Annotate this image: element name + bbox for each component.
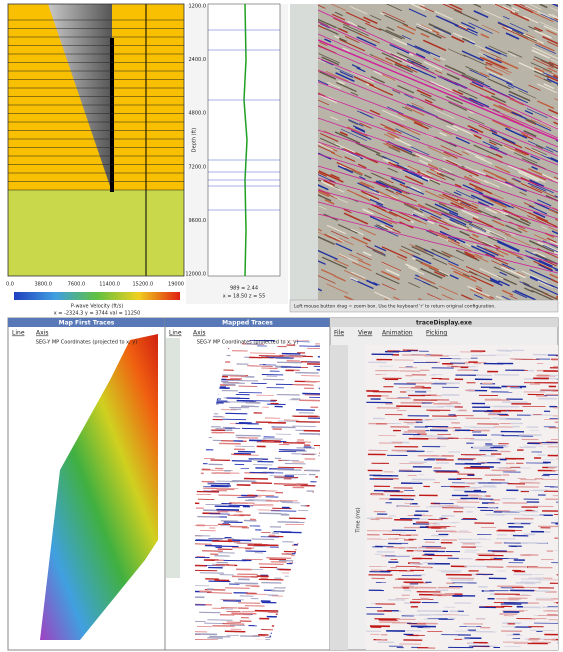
axis-label: Time (ms) — [356, 507, 362, 533]
reflector — [279, 450, 305, 451]
colorbar — [14, 292, 180, 300]
y-tick-label: 4800.0 — [189, 111, 207, 117]
y-tick-label: 7200.0 — [189, 164, 207, 170]
reflector — [207, 620, 232, 621]
menu-item[interactable]: View — [358, 330, 372, 337]
reflector — [269, 358, 294, 359]
readout: x = 18.50 z = 55 — [223, 294, 266, 300]
y-axis-label: Depth (ft) — [192, 128, 198, 152]
toolbar — [290, 4, 318, 312]
x-tick-label: 0.0 — [6, 282, 14, 288]
x-tick-label: 19000 — [168, 282, 184, 288]
y-tick-label: 12000.0 — [185, 272, 206, 278]
menu-item[interactable]: Picking — [426, 330, 447, 337]
well — [110, 38, 114, 192]
y-tick-label: 9600.0 — [189, 218, 207, 224]
reflector — [271, 511, 296, 512]
window-subtitle: SEG-Y MP Coordinates (projected to x, y) — [197, 340, 298, 346]
status-text: Left mouse button drag = zoom box. Use t… — [294, 304, 496, 310]
toolbar — [166, 338, 180, 578]
menu-item[interactable]: Axis — [36, 330, 48, 337]
x-tick-label: 7600.0 — [68, 282, 86, 288]
y-tick-label: 2400.0 — [189, 57, 207, 63]
reflector — [231, 613, 256, 614]
screenshot: P-wave Velocity (ft/s) x = -2324.3 y = 3… — [0, 0, 563, 652]
window-title: Mapped Traces — [222, 320, 273, 327]
velocity-panel: P-wave Velocity (ft/s) x = -2324.3 y = 3… — [6, 4, 184, 317]
reflector — [193, 525, 218, 526]
window: Map First Traces Line Axis SEG-Y MP Coordin… — [8, 318, 165, 650]
menu-item[interactable]: File — [334, 330, 344, 337]
menu-item[interactable]: Line — [169, 330, 182, 337]
window: traceDisplay.exe File View Animation Picking… — [330, 318, 563, 650]
toolbar — [330, 345, 348, 650]
readout: x = -2324.3 y = 3744 val = 11250 — [54, 311, 141, 317]
menu-item[interactable]: Line — [12, 330, 25, 337]
layer — [8, 190, 184, 276]
window: Mapped Traces Line Axis SEG-Y MP Coordinate… — [165, 318, 348, 650]
window-title: Map First Traces — [59, 320, 115, 327]
menu-item[interactable]: Axis — [193, 330, 205, 337]
window-subtitle: SEG-Y MP Coordinates (projected to x, y) — [36, 340, 137, 346]
colorbar-label: P-wave Velocity (ft/s) — [71, 304, 124, 310]
reflector — [193, 491, 219, 492]
x-tick-label: 11400.0 — [99, 282, 120, 288]
menu-item[interactable]: Animation — [382, 330, 413, 337]
well-log-panel: Depth (ft) 989 = 2.44 x = 18.50 z = 55 1… — [185, 4, 288, 305]
readout: 989 = 2.44 — [230, 286, 258, 292]
window-title: traceDisplay.exe — [416, 320, 472, 327]
reflector — [233, 455, 258, 456]
x-tick-label: 3800.0 — [34, 282, 52, 288]
seismic-panel: Left mouse button drag = zoom box. Use t… — [290, 0, 563, 321]
y-tick-label: 1200.0 — [189, 4, 207, 10]
reflector — [236, 435, 261, 436]
reflector — [250, 353, 275, 354]
plot-area — [208, 4, 280, 276]
x-tick-label: 15200.0 — [132, 282, 153, 288]
